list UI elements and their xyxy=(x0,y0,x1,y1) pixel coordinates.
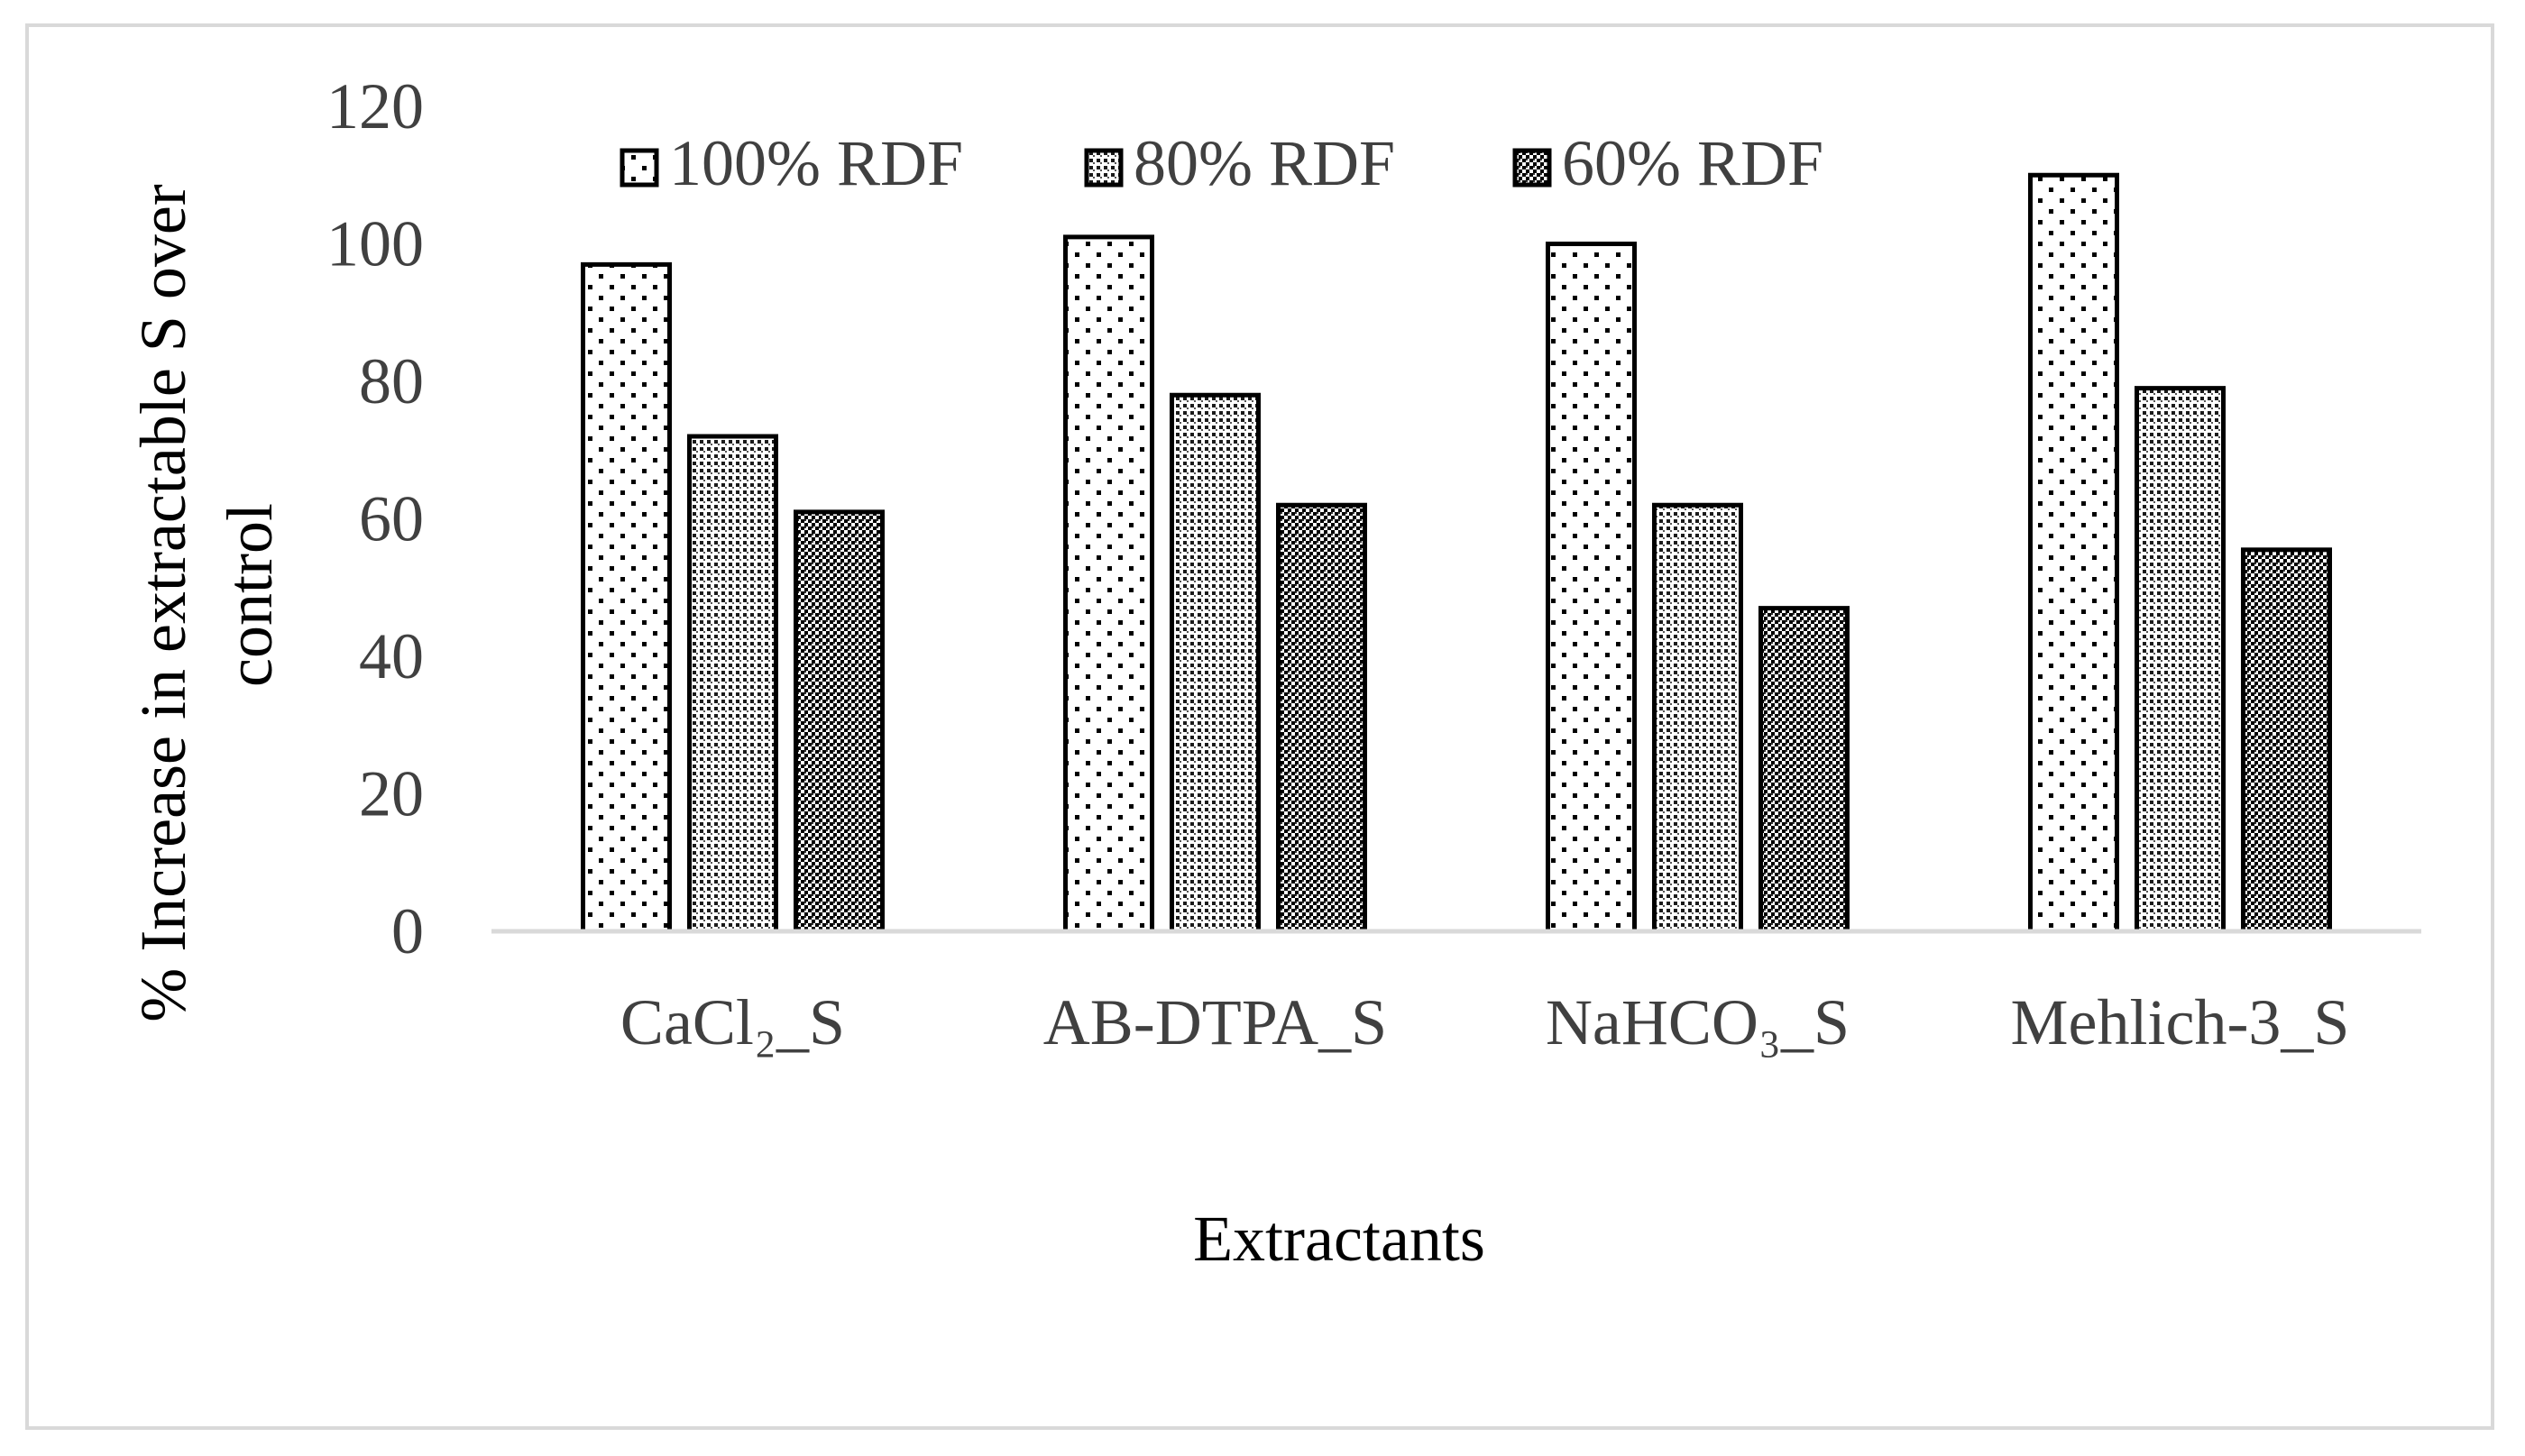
y-tick-label: 20 xyxy=(359,758,424,830)
legend-swatch xyxy=(1512,148,1552,188)
y-tick-label: 100 xyxy=(326,208,424,280)
y-axis-title: % Increase in extractable S over control xyxy=(127,168,286,1022)
y-tick-label: 60 xyxy=(359,483,424,555)
y-axis-title-line-1: % Increase in extractable S over xyxy=(127,184,199,1022)
bars xyxy=(581,172,2332,934)
x-axis-title: Extractants xyxy=(1193,1203,1485,1275)
y-tick-label: 0 xyxy=(391,895,424,967)
bar-80rdf-3 xyxy=(1652,502,1743,934)
y-tick-label: 80 xyxy=(359,345,424,417)
bar-80rdf-2 xyxy=(1170,392,1261,934)
legend-label: 80% RDF xyxy=(1134,127,1395,199)
legend-label: 60% RDF xyxy=(1562,127,1823,199)
legend-swatch xyxy=(620,148,659,188)
bar-60rdf-3 xyxy=(1758,606,1850,934)
bar-100rdf-1 xyxy=(581,261,672,934)
bar-80rdf-4 xyxy=(2135,386,2226,934)
y-axis-ticks: 0 20 40 60 80 100 120 xyxy=(326,70,424,967)
category-label: NaHCO₃_S xyxy=(1546,986,1850,1058)
bar-100rdf-2 xyxy=(1063,234,1154,934)
bar-60rdf-4 xyxy=(2241,547,2332,934)
bar-60rdf-2 xyxy=(1276,502,1367,934)
y-axis-title-line-2: control xyxy=(214,503,286,687)
category-label: CaCl₂_S xyxy=(620,986,845,1058)
y-tick-label: 120 xyxy=(326,70,424,142)
category-label: AB-DTPA_S xyxy=(1043,986,1387,1058)
legend: 100% RDF 80% RDF 60% RDF xyxy=(620,127,1823,199)
bar-80rdf-1 xyxy=(687,434,778,934)
legend-swatch xyxy=(1084,148,1124,188)
legend-label: 100% RDF xyxy=(669,127,963,199)
category-label: Mehlich-3_S xyxy=(2011,986,2350,1058)
category-labels: CaCl₂_S AB-DTPA_S NaHCO₃_S Mehlich-3_S xyxy=(620,986,2350,1058)
bar-100rdf-4 xyxy=(2028,172,2119,934)
bar-60rdf-1 xyxy=(794,509,885,934)
bar-100rdf-3 xyxy=(1546,242,1637,934)
y-tick-label: 40 xyxy=(359,620,424,692)
